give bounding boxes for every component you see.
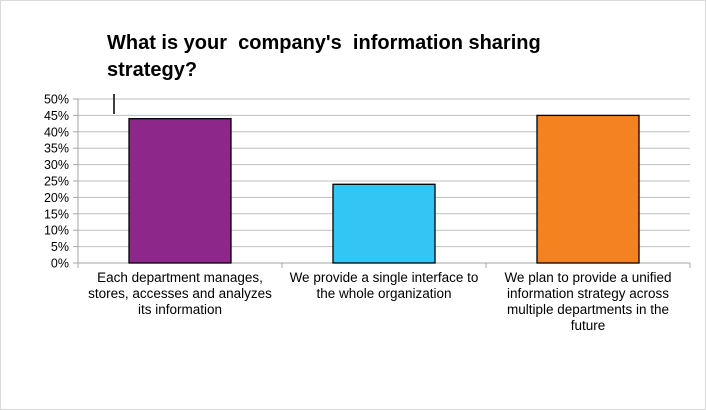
- bar: [536, 114, 640, 264]
- x-category-label: We provide a single interface to the who…: [289, 270, 479, 301]
- y-tick-label: 40%: [44, 125, 69, 139]
- y-tick-label: 15%: [44, 207, 69, 221]
- chart-title: What is your company's information shari…: [107, 32, 547, 81]
- y-tick-label: 0%: [51, 257, 69, 271]
- y-tick-label: 45%: [44, 109, 69, 123]
- bar: [128, 118, 232, 264]
- x-category-label: We plan to provide a unified information…: [504, 270, 672, 333]
- y-tick-label: 35%: [44, 142, 69, 156]
- y-tick-label: 50%: [44, 93, 69, 107]
- bar: [332, 183, 436, 264]
- y-tick-label: 30%: [44, 158, 69, 172]
- y-tick-label: 10%: [44, 224, 69, 238]
- y-tick-label: 25%: [44, 175, 69, 189]
- y-tick-label: 5%: [51, 240, 69, 254]
- y-tick-label: 20%: [44, 191, 69, 205]
- x-category-label: Each department manages, stores, accesse…: [88, 270, 272, 317]
